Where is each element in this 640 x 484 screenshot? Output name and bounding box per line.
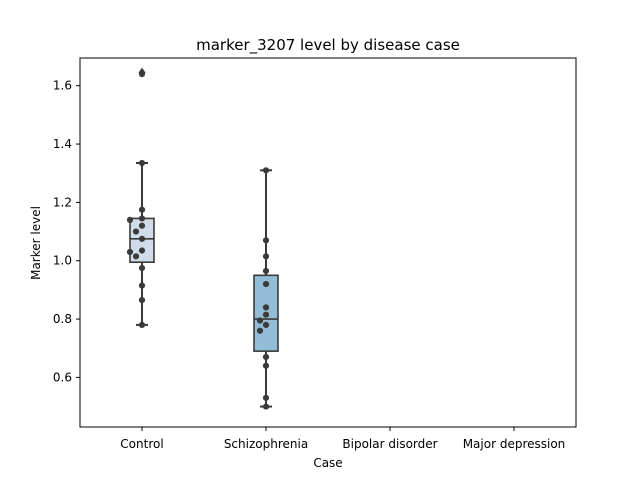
data-point bbox=[262, 280, 270, 288]
data-point bbox=[138, 159, 146, 167]
data-point bbox=[262, 237, 270, 244]
data-point bbox=[262, 394, 270, 401]
data-point bbox=[138, 282, 146, 289]
x-tick-label: Bipolar disorder bbox=[342, 437, 437, 451]
x-tick-label: Schizophrenia bbox=[224, 437, 308, 451]
data-point bbox=[262, 311, 270, 318]
data-point bbox=[138, 297, 146, 304]
y-tick-label: 0.6 bbox=[53, 370, 72, 384]
data-point bbox=[262, 167, 270, 174]
data-point bbox=[126, 248, 134, 256]
data-point bbox=[132, 253, 140, 260]
data-point bbox=[138, 215, 146, 222]
data-point bbox=[138, 321, 146, 329]
data-point bbox=[138, 264, 146, 272]
y-tick-label: 1.0 bbox=[53, 254, 72, 268]
data-point bbox=[262, 253, 270, 260]
chart-title: marker_3207 level by disease case bbox=[196, 36, 460, 55]
data-point bbox=[138, 222, 146, 229]
y-tick-label: 1.4 bbox=[53, 137, 72, 151]
data-point bbox=[262, 267, 270, 275]
data-point bbox=[138, 206, 146, 213]
data-point bbox=[138, 235, 146, 242]
plot-area: 0.6 0.8 1.0 1.2 1.4 1.6 Control Schizophrenia Bi… bbox=[53, 57, 577, 451]
data-point bbox=[132, 228, 140, 235]
data-point bbox=[262, 403, 270, 410]
data-point bbox=[138, 70, 146, 78]
data-point bbox=[138, 247, 146, 254]
axes-frame bbox=[79, 57, 577, 428]
data-point bbox=[126, 216, 134, 223]
x-tick-label: Major depression bbox=[463, 437, 566, 451]
x-tick-label: Control bbox=[120, 437, 163, 451]
data-point bbox=[262, 362, 270, 369]
data-point bbox=[256, 317, 264, 324]
data-point bbox=[262, 321, 270, 329]
data-point bbox=[262, 353, 270, 361]
data-point bbox=[256, 327, 264, 334]
y-axis-label: Marker level bbox=[29, 206, 43, 280]
data-point bbox=[262, 304, 270, 311]
y-tick-label: 1.2 bbox=[53, 195, 72, 209]
y-tick-label: 0.8 bbox=[53, 312, 72, 326]
y-tick-label: 1.6 bbox=[53, 79, 72, 93]
x-axis-label: Case bbox=[313, 456, 342, 470]
